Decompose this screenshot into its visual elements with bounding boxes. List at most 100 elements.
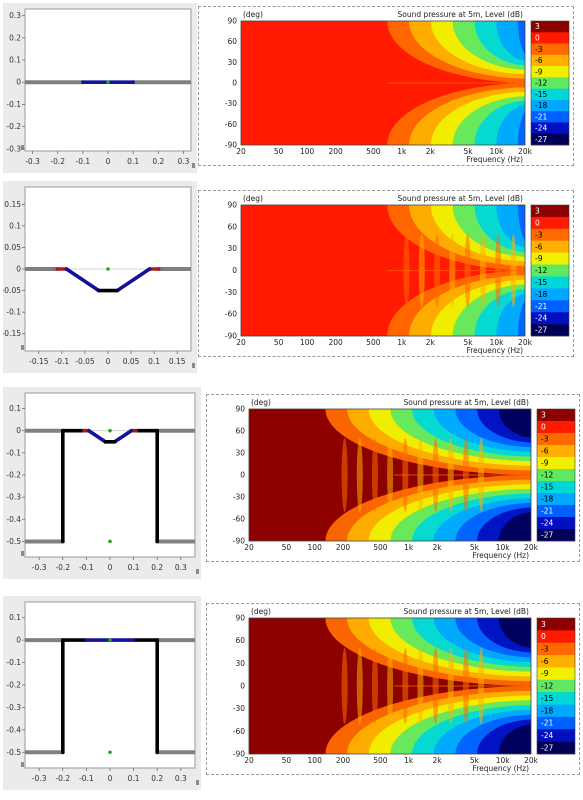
plot-frame — [240, 204, 526, 337]
y-tick-label: -90 — [233, 537, 245, 546]
x-tick-label: 500 — [373, 756, 388, 765]
profile-segment-blue — [112, 428, 134, 444]
colorbar-swatch — [531, 252, 569, 265]
colorbar-label: -21 — [535, 302, 547, 311]
colorbar-swatch — [537, 409, 575, 422]
plot-frame — [248, 617, 532, 755]
y-tick-label: -0.2 — [6, 681, 21, 690]
directivity-plot-0: (deg) Sound pressure at 5m, Level (dB) Fre… — [225, 10, 570, 164]
x-tick-label: 20k — [518, 147, 533, 156]
resize-handle — [21, 145, 24, 150]
colorbar-label: -27 — [535, 326, 547, 335]
y-tick-label: -30 — [233, 704, 245, 713]
x-tick-label: 10k — [490, 338, 505, 347]
colorbar-frame — [530, 204, 570, 337]
y-tick-label: 0 — [16, 265, 21, 274]
colorbar-label: 3 — [541, 620, 546, 629]
colorbar-label: 0 — [535, 218, 540, 227]
x-tick-label: 2k — [426, 338, 436, 347]
profile-segment-blue — [64, 267, 101, 293]
y-tick-label: 60 — [227, 222, 237, 231]
x-tick-label: 20 — [236, 147, 246, 156]
geometry-plot-1: -0.15 -0.1 -0.05 0 0.05 0.1 0.15 0.15 0.1 0.05 0 -0… — [3, 186, 195, 368]
x-tick-label: 20k — [524, 543, 539, 552]
colorbar-swatch — [537, 529, 575, 542]
x-tick-label: 500 — [366, 147, 381, 156]
resize-handle — [196, 569, 199, 574]
resize-handle — [192, 163, 195, 168]
y-tick-label: 90 — [235, 405, 245, 414]
colorbar-label: -18 — [541, 706, 553, 715]
x-tick-label: -0.1 — [79, 774, 94, 783]
colorbar-swatch — [537, 729, 575, 742]
x-tick-label: 50 — [282, 543, 292, 552]
colorbar-swatch — [531, 240, 569, 253]
colorbar-label: -27 — [535, 135, 547, 144]
plot-area — [24, 392, 196, 558]
x-axis-label: Frequency (Hz) — [466, 346, 523, 355]
y-axis-label: (deg) — [251, 607, 271, 616]
level-contour — [498, 618, 531, 648]
geometry-plot-0: -0.3 -0.2 -0.1 0 0.1 0.2 0.3 0.3 0.2 0.1 0 -0.1 -0.2… — [6, 8, 195, 168]
y-tick-label: -90 — [225, 332, 237, 341]
y-axis-label: (deg) — [243, 194, 263, 203]
y-tick-label: -0.05 — [3, 286, 21, 295]
x-tick-label: 100 — [308, 756, 323, 765]
colorbar-swatch — [531, 300, 569, 313]
y-tick-label: 0.05 — [4, 243, 21, 252]
level-contour — [356, 438, 363, 512]
reference-point — [108, 638, 112, 642]
level-contour — [387, 438, 394, 512]
x-tick-label: 0.1 — [127, 157, 139, 166]
x-tick-label: 1k — [404, 756, 414, 765]
colorbar-label: -12 — [535, 266, 547, 275]
plot-frame — [240, 20, 526, 146]
colorbar-label: -18 — [535, 101, 547, 110]
colorbar-label: -15 — [535, 278, 547, 287]
directivity-panel-1: (deg) Sound pressure at 5m, Level (dB) Fre… — [198, 6, 574, 166]
plot-frame — [248, 408, 532, 542]
colorbar-swatch — [537, 481, 575, 494]
y-tick-label: 0.1 — [9, 404, 21, 413]
level-contour — [496, 21, 525, 61]
colorbar-swatch — [531, 111, 569, 123]
y-tick-label: -0.5 — [6, 537, 21, 546]
x-tick-label: -0.3 — [32, 774, 47, 783]
colorbar-swatch — [537, 469, 575, 482]
resize-handle — [21, 551, 24, 556]
level-contour — [498, 512, 531, 541]
colorbar-swatch — [537, 517, 575, 530]
level-contour — [371, 438, 378, 512]
x-tick-label: 5k — [463, 338, 473, 347]
y-tick-label: 60 — [227, 37, 237, 46]
x-tick-label: 0.3 — [175, 774, 187, 783]
x-tick-label: 0.3 — [175, 563, 187, 572]
colorbar-swatch — [537, 421, 575, 434]
plot-area — [24, 8, 192, 152]
level-contour — [356, 647, 363, 725]
colorbar-swatch — [531, 324, 569, 337]
colorbar-label: -6 — [541, 657, 549, 666]
x-tick-label: 20 — [244, 543, 254, 552]
x-tick-label: -0.15 — [29, 357, 49, 366]
y-tick-label: 0.1 — [9, 56, 21, 65]
x-tick-label: 10k — [496, 543, 511, 552]
x-tick-label: -0.1 — [79, 563, 94, 572]
y-tick-label: -0.3 — [6, 493, 21, 502]
y-tick-label: -60 — [225, 120, 237, 129]
geometry-plot-2: -0.3 -0.2 -0.1 0 0.1 0.2 0.3 0.1 0 -0.1 -0.2 -0.3 -0… — [6, 392, 199, 574]
colorbar-label: -24 — [541, 519, 553, 528]
level-contour — [496, 293, 525, 336]
colorbar-label: -21 — [541, 507, 553, 516]
y-tick-label: -90 — [225, 141, 237, 150]
colorbar-label: -24 — [535, 314, 547, 323]
x-tick-label: -0.2 — [50, 157, 65, 166]
colorbar-swatch — [531, 66, 569, 78]
x-tick-label: 200 — [336, 756, 351, 765]
colorbar-label: -18 — [541, 495, 553, 504]
y-axis-label: (deg) — [251, 398, 271, 407]
colorbar-swatch — [531, 21, 569, 33]
x-tick-label: 2k — [432, 756, 442, 765]
reference-point — [108, 428, 112, 433]
